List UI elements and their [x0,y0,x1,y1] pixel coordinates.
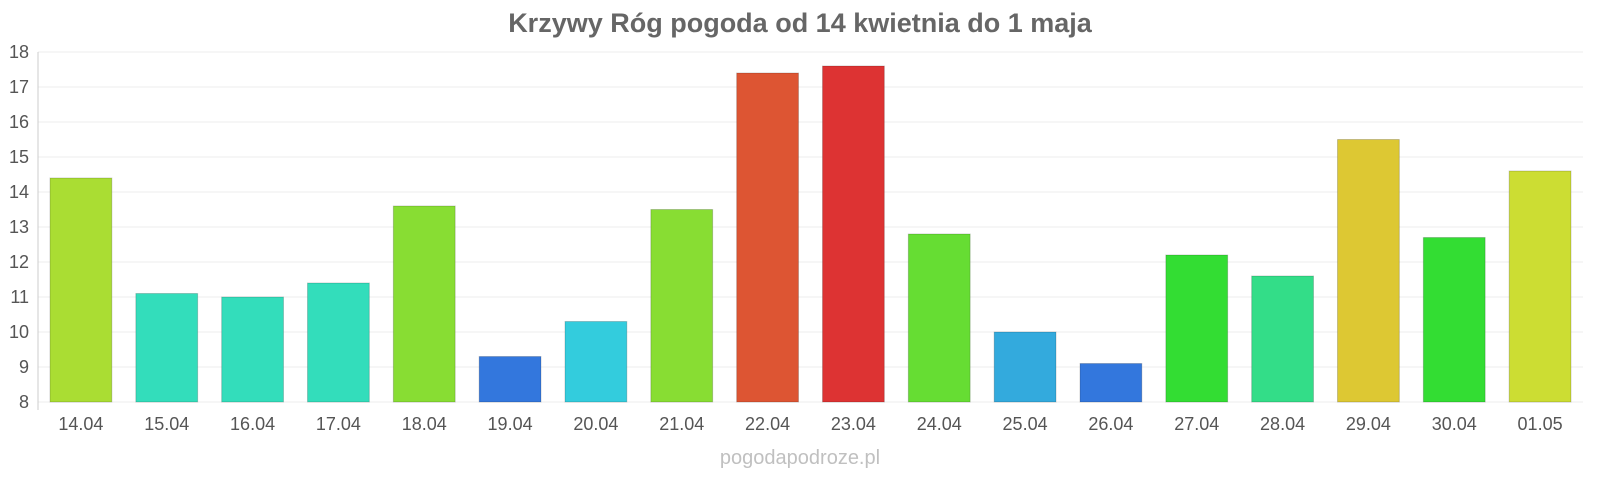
bar-29.04[interactable] [1337,139,1400,403]
x-tick-label: 29.04 [1346,414,1391,434]
bar-18.04[interactable] [392,205,456,403]
bar-21.04[interactable] [650,209,714,403]
x-tick-label: 23.04 [831,414,876,434]
bar-15.04[interactable] [135,293,199,403]
y-tick-label: 16 [9,112,29,132]
bar-24.04[interactable] [907,233,971,403]
x-tick-label: 21.04 [659,414,704,434]
x-tick-label: 20.04 [573,414,618,434]
x-tick-label: 24.04 [917,414,962,434]
bar-22.04[interactable] [736,72,799,403]
x-tick-label: 27.04 [1174,414,1219,434]
chart-title: Krzywy Róg pogoda od 14 kwietnia do 1 ma… [508,8,1092,38]
x-tick-label: 18.04 [402,414,447,434]
bar-14.04[interactable] [49,177,113,403]
y-tick-label: 14 [9,182,29,202]
x-tick-label: 15.04 [144,414,189,434]
x-tick-label: 19.04 [488,414,533,434]
x-tick-label: 16.04 [230,414,275,434]
y-tick-label: 13 [9,217,29,237]
axes: 8 9 10 11 12 13 14 15 16 17 18 14.04 15.04 16.04 17.04… [9,42,1563,434]
bar-19.04[interactable] [478,356,542,403]
x-tick-label: 25.04 [1003,414,1048,434]
x-tick-label: 01.05 [1518,414,1563,434]
bar-27.04[interactable] [1165,254,1229,403]
bar-25.04[interactable] [993,331,1057,403]
y-tick-label: 9 [19,357,29,377]
y-tick-label: 18 [9,42,29,62]
y-tick-label: 8 [19,392,29,412]
bar-28.04[interactable] [1251,275,1314,403]
bar-16.04[interactable] [221,296,284,403]
source-watermark: pogodapodroze.pl [719,447,881,469]
bar-01.05[interactable] [1508,170,1572,403]
y-tick-label: 10 [9,322,29,342]
x-tick-label: 26.04 [1088,414,1133,434]
bar-23.04[interactable] [822,65,885,403]
x-tick-label: 22.04 [745,414,790,434]
bar-26.04[interactable] [1079,363,1143,403]
x-tick-label: 30.04 [1432,414,1477,434]
y-tick-label: 12 [9,252,29,272]
y-tick-label: 15 [9,147,29,167]
x-tick-label: 28.04 [1260,414,1305,434]
y-tick-label: 11 [10,287,29,307]
bar-17.04[interactable] [307,282,370,403]
grid-lines [38,51,1583,403]
y-tick-label: 17 [9,77,29,97]
x-tick-label: 17.04 [316,414,361,434]
bars [49,65,1572,403]
bar-30.04[interactable] [1422,237,1486,403]
x-tick-label: 14.04 [58,414,103,434]
bar-20.04[interactable] [564,321,628,403]
